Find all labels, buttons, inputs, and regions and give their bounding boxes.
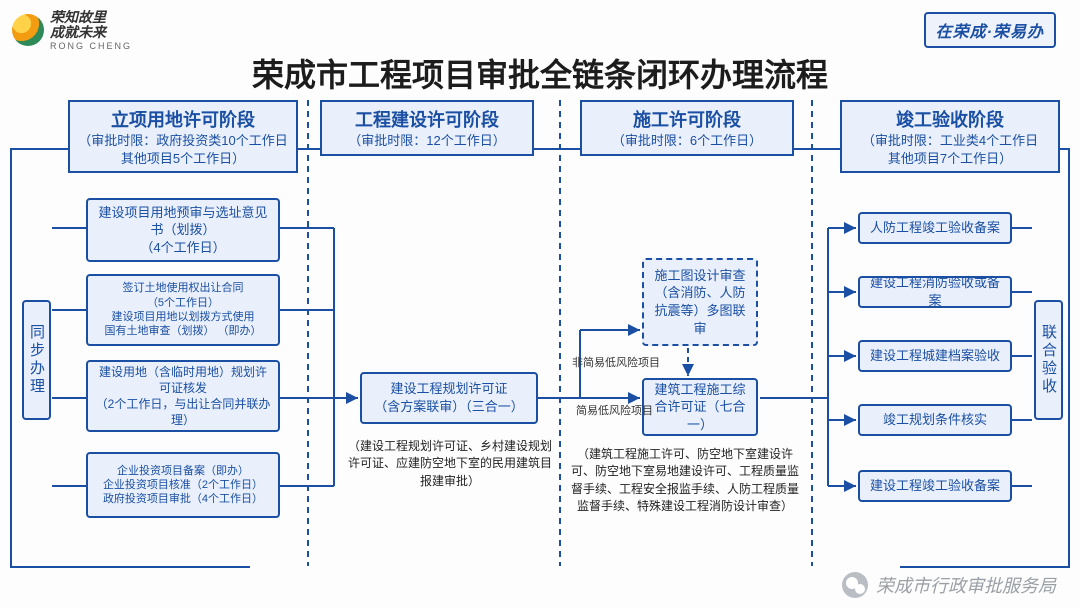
node-planning-permit: 建设工程规划许可证 （含方案联审）（三合一） [360, 372, 538, 424]
node-archive-acceptance: 建设工程城建档案验收 [858, 340, 1012, 372]
stage-2-title: 工程建设许可阶段 [328, 106, 526, 132]
node-land-preapprove: 建设项目用地预审与选址意见书（划拨） （4个工作日） [86, 198, 280, 262]
node-investment-filing: 企业投资项目备案（即办） 企业投资项目核准（2个工作日） 政府投资项目审批（4个… [86, 452, 280, 518]
stage-4-header: 竣工验收阶段 （审批时限：工业类4个工作日 其他项目7个工作日） [840, 100, 1060, 173]
node-land-permit: 建设用地（含临时用地）规划许可证核发 （2个工作日，与出让合同并联办理） [86, 360, 280, 432]
stage-2-limit: （审批时限：12个工作日） [328, 132, 526, 150]
stage-4-limit: （审批时限：工业类4个工作日 其他项目7个工作日） [848, 132, 1052, 167]
stage-3-title: 施工许可阶段 [588, 106, 786, 132]
node-fire-acceptance: 建设工程消防验收或备案 [858, 276, 1012, 308]
right-side-label: 联合验收 [1034, 300, 1063, 420]
stage-2-header: 工程建设许可阶段 （审批时限：12个工作日） [320, 100, 534, 156]
topbar: 荣知故里 成就未来 RONG CHENG 在荣成·荣易办 [0, 6, 1080, 50]
stage-4-title: 竣工验收阶段 [848, 106, 1052, 132]
footer-watermark: 荣成市行政审批服务局 [842, 572, 1056, 598]
watermark-text: 荣成市行政审批服务局 [876, 572, 1056, 598]
brand-line2: 成就未来 [50, 25, 132, 40]
stage-3-header: 施工许可阶段 （审批时限：6个工作日） [580, 100, 794, 156]
caption-planning-permit: （建设工程规划许可证、乡村建设规划许可证、应建防空地下室的民用建筑目报建审批） [348, 438, 552, 490]
edge-label-simple: 简易低风险项目 [576, 402, 653, 418]
node-airdef-acceptance: 人防工程竣工验收备案 [858, 212, 1012, 244]
stage-1-header: 立项用地许可阶段 （审批时限：政府投资类10个工作日 其他项目5个工作日） [68, 100, 298, 173]
left-side-label: 同步办理 [22, 300, 51, 420]
brand-logo: 荣知故里 成就未来 RONG CHENG [12, 10, 132, 51]
node-construction-permit: 建筑工程施工综合许可证（七合一） [642, 378, 758, 436]
stamp-badge: 在荣成·荣易办 [924, 12, 1056, 48]
edge-label-nonsimple: 非简易低风险项目 [572, 354, 660, 370]
brand-icon [12, 14, 44, 46]
node-completion-filing: 建设工程竣工验收备案 [858, 470, 1012, 502]
brand-line1: 荣知故里 [50, 10, 132, 25]
wechat-icon [842, 572, 868, 598]
node-land-contract: 签订土地使用权出让合同 （5个工作日） 建设项目用地以划拨方式使用 国有土地审查… [86, 274, 280, 346]
stage-1-limit: （审批时限：政府投资类10个工作日 其他项目5个工作日） [76, 132, 290, 167]
stage-3-limit: （审批时限：6个工作日） [588, 132, 786, 150]
node-design-review: 施工图设计审查（含消防、人防抗震等）多图联审 [642, 258, 758, 346]
node-planning-verify: 竣工规划条件核实 [858, 404, 1012, 436]
stage-1-title: 立项用地许可阶段 [76, 106, 290, 132]
page-title: 荣成市工程项目审批全链条闭环办理流程 [0, 50, 1080, 96]
caption-construction-permit: （建筑工程施工许可、防空地下室建设许可、防空地下室易地建设许可、工程质量监督手续… [566, 446, 804, 516]
